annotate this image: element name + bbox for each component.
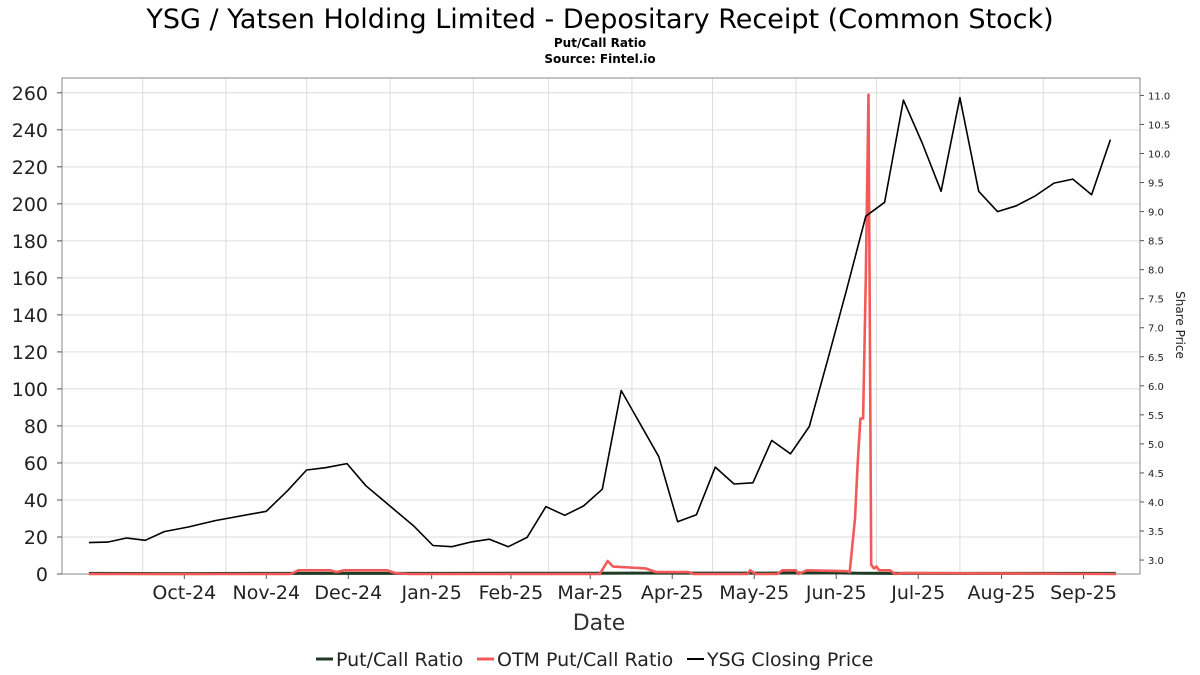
legend: Put/Call Ratio OTM Put/Call Ratio YSG Cl… (316, 649, 873, 671)
left-tick-label: 20 (24, 527, 48, 549)
right-tick-label: 4.0 (1148, 498, 1164, 509)
series-line-ysg-closing-price (88, 96, 1112, 548)
left-tick-label: 240 (12, 120, 48, 142)
left-tick-label: 140 (12, 305, 48, 327)
x-tick-label: Mar-25 (557, 582, 623, 604)
x-tick-label: Dec-24 (314, 582, 382, 604)
left-tick-label: 0 (36, 564, 48, 586)
right-tick-label: 7.0 (1148, 324, 1164, 335)
x-tick-label: Sep-25 (1050, 582, 1117, 604)
x-tick-label: Jul-25 (890, 582, 945, 604)
x-tick-label: Oct-24 (152, 582, 216, 604)
left-tick-label: 40 (24, 490, 48, 512)
chart-title: YSG / Yatsen Holding Limited - Depositar… (145, 4, 1053, 35)
x-tick-label: Jan-25 (400, 582, 461, 604)
series-layer (88, 93, 1116, 576)
right-tick-label: 10.5 (1148, 120, 1170, 131)
x-tick-label: May-25 (719, 582, 789, 604)
right-tick-label: 5.5 (1148, 411, 1164, 422)
x-tick-label: Apr-25 (641, 582, 704, 604)
x-tick-label: Jun-25 (805, 582, 867, 604)
right-axis-ticks: 3.0 3.5 4.0 4.5 5.0 5.5 6.0 6.5 7.0 7.5 8.0 8.5 9.0 9… (1140, 91, 1170, 567)
x-axis-label: Date (573, 611, 626, 636)
left-tick-label: 100 (12, 379, 48, 401)
legend-label-otm-put-call: OTM Put/Call Ratio (497, 649, 673, 671)
right-tick-label: 7.5 (1148, 295, 1164, 306)
right-tick-label: 4.5 (1148, 469, 1164, 480)
legend-label-put-call: Put/Call Ratio (336, 649, 463, 671)
left-tick-label: 180 (12, 231, 48, 253)
right-tick-label: 6.0 (1148, 382, 1164, 393)
x-axis-ticks: Oct-24 Nov-24 Dec-24 Jan-25 Feb-25 Mar-25 Apr-… (152, 574, 1117, 604)
left-tick-label: 220 (12, 157, 48, 179)
left-tick-label: 120 (12, 342, 48, 364)
left-tick-label: 60 (24, 453, 48, 475)
x-tick-label: Nov-24 (233, 582, 301, 604)
chart-subtitle: Put/Call Ratio (554, 36, 646, 50)
right-tick-label: 11.0 (1148, 91, 1170, 102)
right-tick-label: 10.0 (1148, 150, 1170, 161)
right-axis-label: Share Price (1173, 291, 1187, 359)
chart-source: Source: Fintel.io (544, 52, 655, 66)
right-tick-label: 8.0 (1148, 266, 1164, 277)
grid-layer (62, 78, 1140, 575)
right-tick-label: 3.0 (1148, 556, 1164, 567)
left-tick-label: 260 (12, 83, 48, 105)
right-tick-label: 9.0 (1148, 208, 1164, 219)
left-tick-label: 200 (12, 194, 48, 216)
series-line-otm-put-call-ratio (88, 93, 1116, 576)
x-tick-label: Aug-25 (967, 582, 1035, 604)
right-tick-label: 3.5 (1148, 527, 1164, 538)
legend-label-closing-price: YSG Closing Price (706, 649, 873, 671)
left-tick-label: 80 (24, 416, 48, 438)
left-axis-ticks: 0 20 40 60 80 100 120 140 160 180 200 220 240 260 (12, 83, 62, 586)
x-tick-label: Feb-25 (479, 582, 544, 604)
right-tick-label: 9.5 (1148, 179, 1164, 190)
right-tick-label: 5.0 (1148, 440, 1164, 451)
right-tick-label: 8.5 (1148, 237, 1164, 248)
right-tick-label: 6.5 (1148, 353, 1164, 364)
left-tick-label: 160 (12, 268, 48, 290)
